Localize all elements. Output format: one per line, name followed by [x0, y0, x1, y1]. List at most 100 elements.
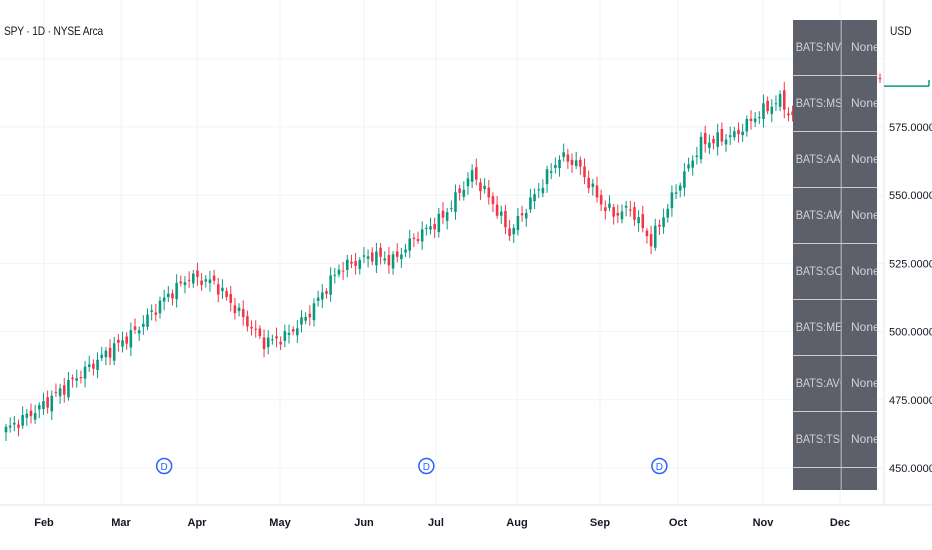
candle-body [158, 300, 162, 314]
candle-body [749, 118, 753, 122]
x-tick-label: May [269, 517, 291, 529]
candle-body [441, 210, 445, 218]
candle-body [716, 132, 719, 147]
candle-body [649, 234, 653, 247]
candle-body [146, 314, 149, 327]
candle-body [221, 287, 224, 292]
candle-body [787, 113, 790, 116]
y-tick-label: 525.00000 [889, 258, 932, 270]
candle-body [420, 229, 424, 242]
candle-body [425, 227, 428, 229]
candle-body [608, 203, 611, 208]
watchlist-symbol: BATS:AAPL [793, 132, 842, 187]
candle-body [25, 413, 29, 418]
y-tick-label: 550.00000 [889, 190, 932, 202]
candle-body [250, 326, 253, 329]
candle-body [433, 224, 436, 230]
watchlist-value: N... [849, 468, 877, 490]
watchlist-symbol: BATS:META [793, 300, 842, 355]
x-tick-label: Aug [506, 517, 527, 529]
candle-body [92, 363, 95, 369]
candle-body [312, 303, 316, 321]
watchlist-value: None [851, 40, 877, 54]
candle-body [137, 330, 141, 334]
candle-body [579, 159, 582, 167]
candle-body [633, 207, 636, 220]
candle-body [412, 237, 416, 239]
candle-body [50, 395, 54, 412]
candle-body [279, 341, 282, 345]
candle-body [404, 249, 407, 253]
candle-body [275, 336, 278, 339]
watchlist-row: BATS:META None [793, 300, 877, 356]
candle-body [495, 204, 499, 216]
candle-body [541, 187, 545, 194]
candle-body [454, 192, 457, 212]
candle-body [229, 294, 233, 303]
candle-body [678, 185, 682, 191]
candle-body [71, 377, 74, 380]
candle-body [758, 117, 761, 119]
currency-label[interactable]: USD [890, 24, 912, 38]
candle-body [104, 350, 108, 358]
x-tick-label: Sep [590, 517, 610, 529]
candle-body [304, 317, 307, 321]
candle-body [699, 136, 703, 160]
candle-body [774, 103, 778, 105]
candle-body [587, 177, 590, 189]
candle-body [191, 273, 195, 284]
candle-body [167, 293, 170, 298]
candle-body [558, 159, 561, 169]
candle-body [445, 212, 449, 221]
candle-body [628, 209, 632, 211]
candle-body [266, 337, 270, 348]
candle-body [345, 259, 349, 271]
candle-body [583, 166, 586, 178]
candle-body [604, 207, 607, 211]
candle-body [350, 261, 353, 264]
candle-body [300, 317, 303, 325]
candle-body [766, 100, 769, 112]
watchlist-table: BATS:NVDA None BATS:MSFT None BATS:AAPL … [793, 20, 877, 490]
candle-body [683, 171, 686, 188]
candle-body [4, 426, 8, 433]
candle-body [108, 347, 112, 358]
candle-body [75, 378, 79, 381]
candle-body [462, 189, 466, 197]
watchlist-value: None [851, 96, 877, 110]
watchlist-value: None [851, 152, 877, 166]
watchlist-symbol: BATS:AVGO [793, 356, 842, 411]
candle-body [429, 226, 432, 230]
candle-body [370, 252, 374, 262]
candle-body [262, 337, 266, 350]
candle-body [674, 192, 678, 194]
candle-body [21, 415, 24, 426]
watchlist-symbol: BATS:GOOG [793, 244, 842, 299]
watchlist-symbol: BATS:AMZN [793, 188, 842, 243]
watchlist-symbol: BATS:TSLA [793, 412, 842, 467]
chart-title: SPY · 1D · NYSE Arca [4, 24, 104, 38]
candle-body [208, 279, 212, 284]
candle-body [666, 208, 670, 218]
candle-body [271, 339, 274, 341]
candle-body [549, 171, 553, 173]
dividend-marker-label: D [161, 462, 168, 473]
candle-body [225, 291, 228, 297]
candle-body [237, 307, 241, 312]
candle-body [520, 213, 524, 216]
candle-body [554, 164, 557, 168]
row-divider [793, 187, 877, 188]
candle-body [379, 247, 382, 257]
watchlist-row: BATS:TSLA None [793, 412, 877, 468]
y-tick-label: 500.00000 [889, 327, 932, 339]
candle-body [325, 291, 328, 294]
candle-body [483, 185, 486, 189]
candle-body [212, 275, 216, 281]
candle-body [46, 397, 49, 408]
candle-body [778, 94, 782, 107]
candle-body [695, 155, 699, 158]
watchlist-row: BATS:NVDA None [793, 20, 877, 76]
candle-body [712, 138, 715, 144]
dividend-marker [418, 457, 435, 475]
